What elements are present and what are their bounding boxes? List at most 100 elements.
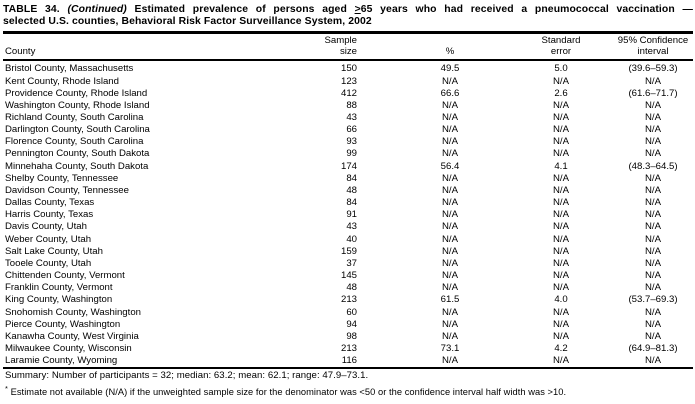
std-error-cell: N/A bbox=[553, 124, 569, 136]
std-error-cell: N/A bbox=[553, 209, 569, 221]
sample-size-cell: 43 bbox=[346, 112, 357, 123]
county-cell: King County, Washington bbox=[5, 294, 113, 306]
sample-size-cell: 84 bbox=[346, 172, 357, 184]
sample-size-cell: 43 bbox=[346, 221, 357, 233]
county-cell: Snohomish County, Washington bbox=[5, 306, 141, 318]
sample-size-cell: 174 bbox=[340, 160, 357, 172]
sample-size-cell: 123 bbox=[340, 75, 357, 87]
std-error-cell: N/A bbox=[553, 355, 569, 367]
county-cell: Tooele County, Utah bbox=[5, 257, 92, 269]
std-error-cell: N/A bbox=[553, 197, 569, 209]
table-row: Laramie County, Wyoming 116 N/A N/A N/A bbox=[3, 355, 693, 368]
ci-cell: N/A bbox=[645, 197, 661, 209]
county-cell: Florence County, South Carolina bbox=[5, 136, 144, 148]
ci-cell: N/A bbox=[645, 209, 661, 221]
table-row: Florence County, South Carolina 93 N/A N/A N… bbox=[3, 136, 693, 148]
county-cell: Shelby County, Tennessee bbox=[5, 172, 119, 184]
sample-size-cell: 150 bbox=[340, 63, 357, 75]
table-row: Weber County, Utah 40 N/A N/A N/A bbox=[3, 234, 693, 246]
county-cell: Davis County, Utah bbox=[5, 221, 87, 233]
table-row: Chittenden County, Vermont 145 N/A N/A N/A bbox=[3, 270, 693, 282]
sample-size-cell: 98 bbox=[346, 330, 357, 342]
ci-cell: N/A bbox=[645, 136, 661, 148]
sample-size-cell: 94 bbox=[346, 318, 357, 330]
table-row: Salt Lake County, Utah 159 N/A N/A N/A bbox=[3, 246, 693, 258]
ci-cell: N/A bbox=[645, 270, 661, 282]
county-cell: Salt Lake County, Utah bbox=[5, 245, 103, 257]
percent-cell: 49.5 bbox=[440, 63, 460, 75]
table-row: King County, Washington 213 61.5 4.0 (53.7–6… bbox=[3, 294, 693, 306]
ci-cell: N/A bbox=[645, 221, 661, 233]
county-cell: Chittenden County, Vermont bbox=[5, 270, 125, 282]
footnote-line: * Estimate not available (N/A) if the un… bbox=[3, 382, 693, 398]
county-cell: Darlington County, South Carolina bbox=[5, 124, 150, 136]
percent-cell: N/A bbox=[442, 75, 458, 87]
ci-cell: (64.9–81.3) bbox=[628, 342, 678, 354]
percent-cell: 61.5 bbox=[440, 294, 460, 306]
table-row: Providence County, Rhode Island 412 66.6 2.… bbox=[3, 88, 693, 100]
percent-cell: N/A bbox=[442, 112, 458, 123]
ci-cell: N/A bbox=[645, 233, 661, 245]
table-row: Davis County, Utah 43 N/A N/A N/A bbox=[3, 221, 693, 233]
percent-cell: N/A bbox=[442, 124, 458, 136]
table-row: Milwaukee County, Wisconsin 213 73.1 4.2 (64… bbox=[3, 343, 693, 355]
std-error-cell: N/A bbox=[553, 172, 569, 184]
table-row: Pierce County, Washington 94 N/A N/A N/A bbox=[3, 319, 693, 331]
table-row: Shelby County, Tennessee 84 N/A N/A N/A bbox=[3, 173, 693, 185]
county-cell: Kanawha County, West Virginia bbox=[5, 330, 139, 342]
sample-size-cell: 116 bbox=[341, 355, 357, 367]
table-row: Kent County, Rhode Island 123 N/A N/A N/A bbox=[3, 76, 693, 88]
sample-size-cell: 159 bbox=[340, 245, 357, 257]
column-header-sample-size: Sample size bbox=[305, 32, 361, 62]
percent-cell: N/A bbox=[442, 233, 458, 245]
percent-cell: N/A bbox=[442, 99, 458, 111]
table-row: Dallas County, Texas 84 N/A N/A N/A bbox=[3, 197, 693, 209]
std-error-cell: N/A bbox=[553, 112, 569, 123]
percent-cell: N/A bbox=[442, 330, 458, 342]
ci-cell: N/A bbox=[645, 112, 661, 123]
ci-cell: N/A bbox=[645, 282, 661, 294]
column-header-standard-error: Standard error bbox=[539, 32, 583, 62]
std-error-cell: 5.0 bbox=[554, 63, 568, 75]
county-cell: Pennington County, South Dakota bbox=[5, 148, 150, 160]
std-error-cell: N/A bbox=[553, 257, 569, 269]
county-cell: Kent County, Rhode Island bbox=[5, 75, 119, 87]
percent-cell: N/A bbox=[442, 257, 458, 269]
sample-size-cell: 40 bbox=[346, 233, 357, 245]
sample-size-cell: 88 bbox=[346, 99, 357, 111]
sample-size-cell: 145 bbox=[340, 270, 357, 282]
sample-size-cell: 48 bbox=[346, 282, 357, 294]
ci-cell: (48.3–64.5) bbox=[628, 160, 678, 172]
ci-cell: N/A bbox=[645, 184, 661, 196]
sample-size-cell: 99 bbox=[346, 148, 357, 160]
percent-cell: N/A bbox=[442, 306, 458, 318]
std-error-cell: 4.1 bbox=[554, 160, 568, 172]
table-row: Davidson County, Tennessee 48 N/A N/A N/A bbox=[3, 185, 693, 197]
column-header-percent: % bbox=[361, 32, 539, 62]
county-cell: Dallas County, Texas bbox=[5, 197, 95, 209]
std-error-cell: N/A bbox=[553, 270, 569, 282]
title-text-before: Estimated prevalence of persons aged bbox=[134, 4, 347, 15]
table-row: Richland County, South Carolina 43 N/A N/A N… bbox=[3, 112, 693, 124]
std-error-cell: N/A bbox=[553, 318, 569, 330]
table-row: Tooele County, Utah 37 N/A N/A N/A bbox=[3, 258, 693, 270]
ci-cell: N/A bbox=[645, 257, 661, 269]
county-cell: Davidson County, Tennessee bbox=[5, 184, 129, 196]
table-row: Snohomish County, Washington 60 N/A N/A N/A bbox=[3, 307, 693, 319]
sample-size-cell: 412 bbox=[340, 87, 357, 99]
std-error-cell: N/A bbox=[553, 245, 569, 257]
table-number-label: TABLE 34. bbox=[3, 4, 60, 15]
sample-size-cell: 93 bbox=[346, 136, 357, 148]
percent-cell: N/A bbox=[442, 221, 458, 233]
county-cell: Franklin County, Vermont bbox=[5, 282, 113, 294]
percent-cell: 73.1 bbox=[440, 342, 460, 354]
table-row: Pennington County, South Dakota 99 N/A N/A N… bbox=[3, 148, 693, 160]
county-cell: Milwaukee County, Wisconsin bbox=[5, 342, 132, 354]
ci-cell: N/A bbox=[645, 245, 661, 257]
table-row: Bristol County, Massachusetts 150 49.5 5.0 (… bbox=[3, 60, 693, 75]
ci-cell: N/A bbox=[645, 172, 661, 184]
ci-cell: N/A bbox=[645, 330, 661, 342]
sample-size-cell: 60 bbox=[346, 306, 357, 318]
ci-cell: (53.7–69.3) bbox=[628, 294, 678, 306]
